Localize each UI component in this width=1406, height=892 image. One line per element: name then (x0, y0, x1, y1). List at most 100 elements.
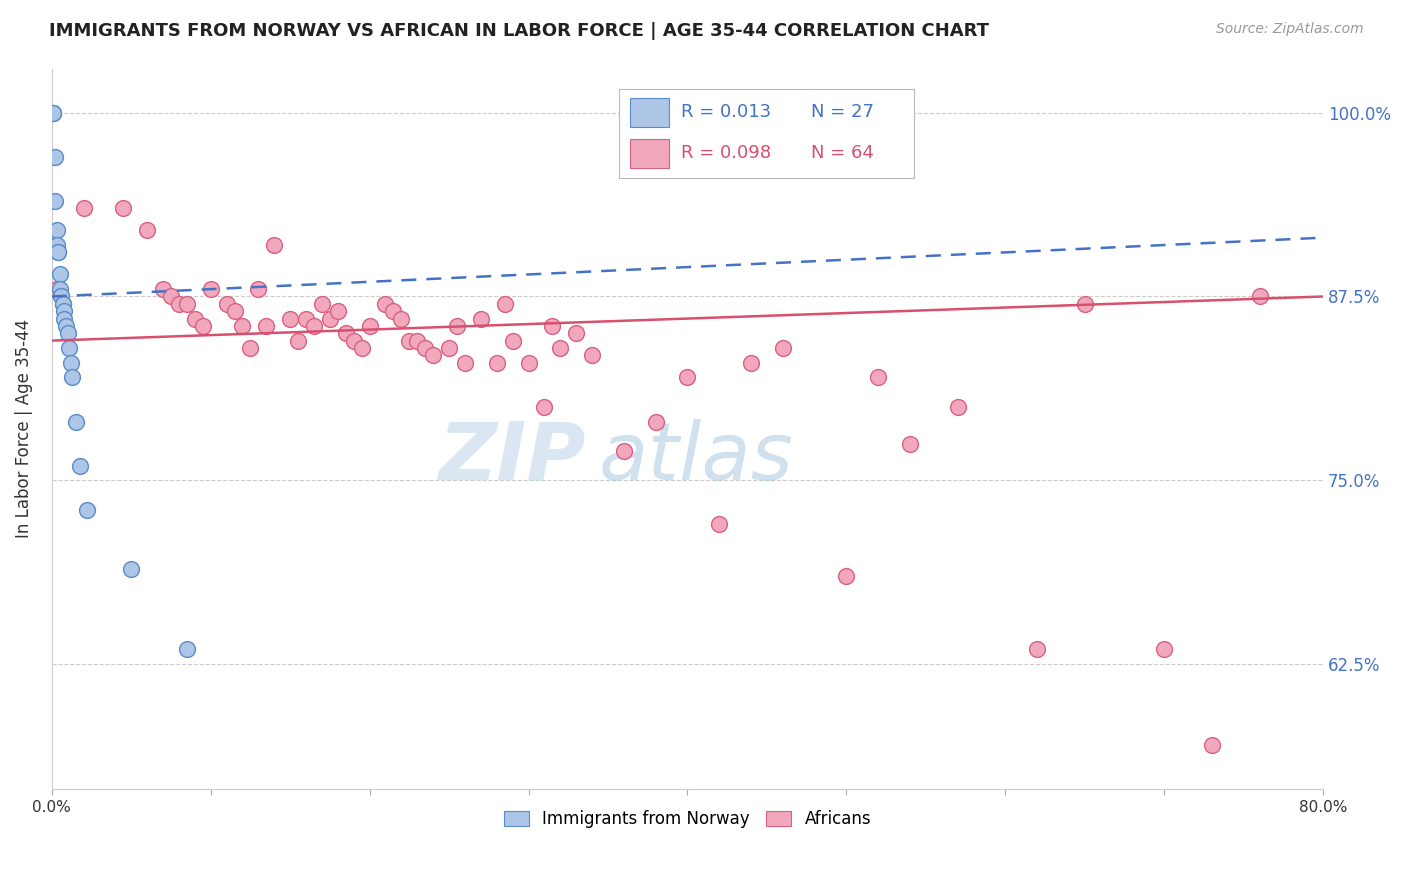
Text: R = 0.098: R = 0.098 (681, 145, 770, 162)
Point (263, 238, 285, 252)
Point (581, 348, 603, 362)
Point (42, 105, 65, 120)
Point (644, 415, 666, 429)
Point (302, 318, 325, 333)
Point (406, 334, 429, 348)
Point (676, 370, 699, 384)
Text: ZIP: ZIP (439, 418, 586, 497)
Point (413, 341, 436, 355)
Point (565, 326, 588, 341)
Text: Source: ZipAtlas.com: Source: ZipAtlas.com (1216, 22, 1364, 37)
Bar (630, 98, 669, 127)
Point (52, 297, 75, 311)
Point (335, 326, 357, 341)
Text: atlas: atlas (599, 418, 793, 497)
Point (502, 334, 524, 348)
Point (46, 245, 69, 260)
Point (167, 297, 190, 311)
Point (709, 517, 731, 532)
Point (200, 282, 222, 296)
Point (374, 297, 396, 311)
Point (184, 311, 207, 326)
Text: N = 64: N = 64 (810, 145, 873, 162)
Point (382, 304, 405, 318)
Text: R = 0.013: R = 0.013 (681, 103, 770, 121)
Point (52, 297, 75, 311)
Point (517, 356, 540, 370)
Point (176, 297, 198, 311)
Y-axis label: In Labor Force | Age 35-44: In Labor Force | Age 35-44 (15, 319, 32, 539)
Point (120, 561, 142, 575)
Point (398, 334, 420, 348)
Point (59, 356, 82, 370)
Point (45, 238, 67, 252)
Point (51, 289, 73, 303)
Point (72, 201, 94, 215)
Point (46, 245, 69, 260)
Point (224, 304, 246, 318)
Point (53, 304, 76, 318)
Point (239, 341, 262, 355)
Point (319, 311, 342, 326)
Point (48, 282, 70, 296)
Point (1074, 297, 1097, 311)
Point (295, 311, 318, 326)
Point (69, 458, 91, 473)
Point (42, 105, 65, 120)
Point (1249, 289, 1271, 303)
Point (454, 356, 477, 370)
Point (44, 150, 66, 164)
Text: N = 27: N = 27 (810, 103, 873, 121)
Point (58, 341, 80, 355)
Point (65, 415, 87, 429)
Point (231, 318, 253, 333)
Point (215, 297, 238, 311)
Point (76, 502, 98, 516)
Point (44, 194, 66, 208)
Point (1026, 642, 1049, 657)
Point (176, 642, 198, 657)
Point (533, 400, 555, 414)
Point (446, 318, 468, 333)
Point (868, 370, 890, 384)
Point (343, 334, 366, 348)
Point (494, 297, 516, 311)
Point (152, 282, 174, 296)
Point (389, 311, 412, 326)
Point (946, 400, 969, 414)
Point (55, 318, 77, 333)
Point (613, 444, 636, 458)
Point (247, 282, 270, 296)
Point (42, 105, 65, 120)
Point (541, 318, 564, 333)
Point (835, 569, 858, 583)
Point (53, 311, 76, 326)
Point (45, 223, 67, 237)
Point (740, 356, 762, 370)
Point (136, 223, 159, 237)
Point (56, 326, 79, 341)
Point (45, 282, 67, 296)
Point (422, 348, 444, 362)
Point (287, 334, 309, 348)
Point (470, 311, 492, 326)
Point (772, 341, 794, 355)
Legend: Immigrants from Norway, Africans: Immigrants from Norway, Africans (496, 804, 877, 835)
Point (62, 370, 84, 384)
Point (1153, 642, 1175, 657)
Point (254, 318, 277, 333)
Point (359, 318, 381, 333)
Point (437, 341, 460, 355)
Point (350, 341, 373, 355)
Point (1201, 738, 1223, 752)
Text: IMMIGRANTS FROM NORWAY VS AFRICAN IN LABOR FORCE | AGE 35-44 CORRELATION CHART: IMMIGRANTS FROM NORWAY VS AFRICAN IN LAB… (49, 22, 990, 40)
Point (326, 304, 349, 318)
Point (278, 311, 301, 326)
Point (485, 356, 508, 370)
Point (160, 289, 183, 303)
Point (550, 341, 572, 355)
Point (898, 436, 921, 450)
Point (48, 268, 70, 282)
Bar (630, 139, 669, 168)
Point (311, 297, 333, 311)
